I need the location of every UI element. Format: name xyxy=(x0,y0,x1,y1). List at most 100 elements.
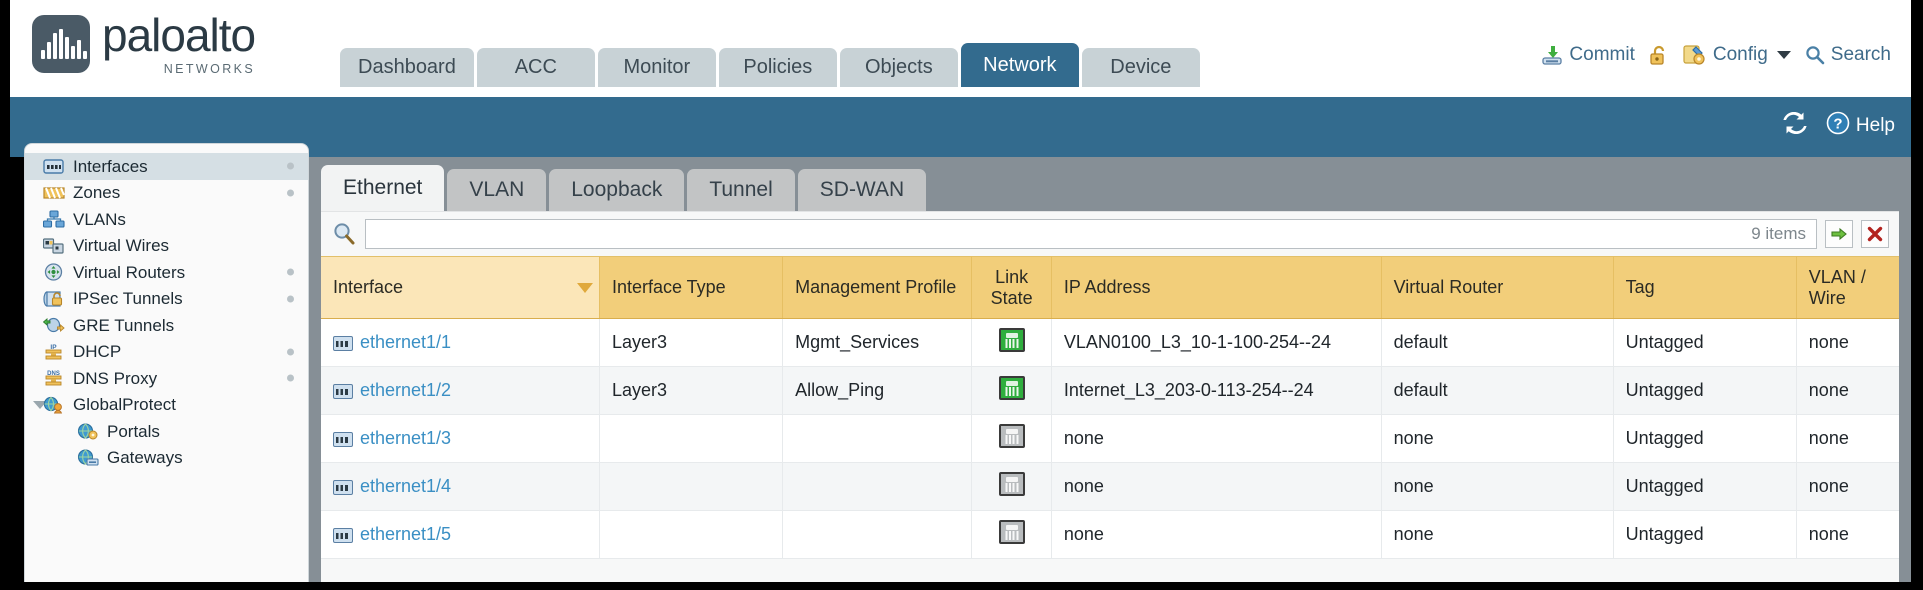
cell-interface[interactable]: ethernet1/4 xyxy=(321,462,600,511)
config-icon xyxy=(1683,44,1707,66)
column-header-interface[interactable]: Interface xyxy=(321,256,600,319)
cell-interface[interactable]: ethernet1/1 xyxy=(321,318,600,367)
sidebar-item-label: Virtual Routers xyxy=(73,262,186,282)
config-menu[interactable]: Config xyxy=(1683,44,1791,66)
main-tab-dashboard[interactable]: Dashboard xyxy=(340,48,474,87)
sidebar-item-interfaces[interactable]: Interfaces xyxy=(25,153,308,180)
search-input[interactable] xyxy=(366,220,1816,248)
expand-collapse-triangle-icon[interactable] xyxy=(33,400,47,409)
cell-virtual-router: none xyxy=(1381,462,1614,511)
help-button[interactable]: ? Help xyxy=(1826,111,1895,141)
cell-tag: Untagged xyxy=(1613,414,1797,463)
virtual-routers-icon xyxy=(43,263,65,281)
sort-caret-icon[interactable] xyxy=(576,282,593,293)
portals-icon xyxy=(77,422,99,440)
clear-filter-button[interactable] xyxy=(1861,220,1889,248)
sidebar-item-label: Gateways xyxy=(107,448,183,468)
port-icon xyxy=(333,431,353,447)
interface-link[interactable]: ethernet1/3 xyxy=(360,428,452,448)
cell-interface[interactable]: ethernet1/5 xyxy=(321,510,600,559)
interfaces-table-wrapper[interactable]: Interface Interface Type Management Profil… xyxy=(321,256,1899,590)
tab-ethernet[interactable]: Ethernet xyxy=(321,165,445,211)
table-row[interactable]: ethernet1/3 none none Untagged none xyxy=(321,414,1899,463)
link-state-down-icon xyxy=(998,472,1025,496)
main-tab-monitor[interactable]: Monitor xyxy=(597,48,716,87)
vlans-icon xyxy=(42,210,65,228)
app-header: paloalto NETWORKS Dashboard ACC Monitor Pol… xyxy=(10,0,1911,97)
main-tab-device[interactable]: Device xyxy=(1081,48,1200,87)
cell-management-profile xyxy=(782,510,973,559)
column-header-label: VLAN / Wire xyxy=(1808,266,1866,308)
sidebar-item-label: IPSec Tunnels xyxy=(73,289,183,309)
column-header-virtual-router[interactable]: Virtual Router xyxy=(1381,256,1614,319)
commit-icon xyxy=(1541,44,1563,66)
column-header-tag[interactable]: Tag xyxy=(1613,256,1797,319)
column-header-vlan-wire[interactable]: VLAN / Wire xyxy=(1796,256,1899,319)
tab-loopback[interactable]: Loopback xyxy=(549,169,685,211)
search-icon[interactable] xyxy=(331,221,357,247)
interface-link[interactable]: ethernet1/5 xyxy=(360,524,452,544)
brand-tagline: NETWORKS xyxy=(163,62,256,76)
sidebar-item-portals[interactable]: Portals xyxy=(25,418,308,445)
main-tab-network[interactable]: Network xyxy=(960,43,1079,87)
virtual-wires-icon xyxy=(42,237,65,255)
sidebar-item-gateways[interactable]: Gateways xyxy=(25,445,308,472)
table-row[interactable]: ethernet1/2 Layer3 Allow_Ping Internet_L3_2… xyxy=(321,366,1899,415)
column-header-interface-type[interactable]: Interface Type xyxy=(599,256,784,319)
brand-logo[interactable]: paloalto NETWORKS xyxy=(32,12,256,76)
tab-tunnel[interactable]: Tunnel xyxy=(687,169,795,211)
cell-interface[interactable]: ethernet1/3 xyxy=(321,414,600,463)
cell-vlan-wire: none xyxy=(1796,318,1899,367)
main-tab-acc[interactable]: ACC xyxy=(476,48,595,87)
sidebar-item-label: Zones xyxy=(73,183,121,203)
cell-management-profile xyxy=(782,462,973,511)
main-tab-policies[interactable]: Policies xyxy=(718,48,837,87)
main-tab-objects[interactable]: Objects xyxy=(839,48,958,87)
search-button[interactable]: Search xyxy=(1805,44,1891,66)
cell-tag: Untagged xyxy=(1613,510,1797,559)
sidebar-item-list: Interfaces Zones VLANs Virtual Wires Virtual… xyxy=(25,144,308,471)
unlocked-padlock-icon[interactable] xyxy=(1649,44,1669,66)
sidebar-item-zones[interactable]: Zones xyxy=(25,180,308,207)
table-row[interactable]: ethernet1/5 none none Untagged none xyxy=(321,510,1899,559)
commit-button[interactable]: Commit xyxy=(1541,44,1635,66)
cell-tag: Untagged xyxy=(1613,462,1797,511)
sidebar-item-dns-proxy[interactable]: DNS DNS Proxy xyxy=(25,365,308,392)
tab-vlan[interactable]: VLAN xyxy=(447,169,547,211)
cell-virtual-router: default xyxy=(1381,366,1614,415)
cell-vlan-wire: none xyxy=(1796,414,1899,463)
tab-sd-wan[interactable]: SD-WAN xyxy=(797,169,927,211)
sidebar-item-gre-tunnels[interactable]: GRE Tunnels xyxy=(25,312,308,339)
cell-interface-type xyxy=(599,414,784,463)
cell-ip-address: none xyxy=(1051,510,1382,559)
ipsec-tunnels-icon xyxy=(43,290,65,308)
cell-vlan-wire: none xyxy=(1796,510,1899,559)
sidebar-item-vlans[interactable]: VLANs xyxy=(25,206,308,233)
sidebar-item-virtual-wires[interactable]: Virtual Wires xyxy=(25,233,308,260)
sidebar-item-globalprotect[interactable]: GlobalProtect xyxy=(25,392,308,419)
column-header-ip-address[interactable]: IP Address xyxy=(1051,256,1382,319)
apply-filter-button[interactable] xyxy=(1825,220,1853,248)
column-header-label: Interface Type xyxy=(611,277,726,297)
paloalto-logo-icon xyxy=(32,15,90,73)
interface-link[interactable]: ethernet1/4 xyxy=(360,476,452,496)
interface-link[interactable]: ethernet1/1 xyxy=(360,332,452,352)
refresh-icon[interactable] xyxy=(1782,111,1808,140)
table-row[interactable]: ethernet1/1 Layer3 Mgmt_Services VLAN0100_L… xyxy=(321,318,1899,367)
sidebar-item-dhcp[interactable]: IP DHCP xyxy=(25,339,308,366)
column-header-link-state[interactable]: Link State xyxy=(971,256,1052,319)
cell-link-state xyxy=(971,318,1052,367)
filter-input-wrapper[interactable]: 9 items xyxy=(365,219,1817,249)
interface-link[interactable]: ethernet1/2 xyxy=(360,380,452,400)
sidebar-item-ipsec-tunnels[interactable]: IPSec Tunnels xyxy=(25,286,308,313)
sidebar-item-virtual-routers[interactable]: Virtual Routers xyxy=(25,259,308,286)
port-icon xyxy=(333,383,353,399)
cell-interface-type: Layer3 xyxy=(599,318,784,367)
column-header-label: Interface xyxy=(333,277,404,297)
table-row[interactable]: ethernet1/4 none none Untagged none xyxy=(321,462,1899,511)
cell-interface-type: Layer3 xyxy=(599,366,784,415)
cell-interface[interactable]: ethernet1/2 xyxy=(321,366,600,415)
column-header-management-profile[interactable]: Management Profile xyxy=(782,256,973,319)
cell-link-state xyxy=(971,366,1052,415)
